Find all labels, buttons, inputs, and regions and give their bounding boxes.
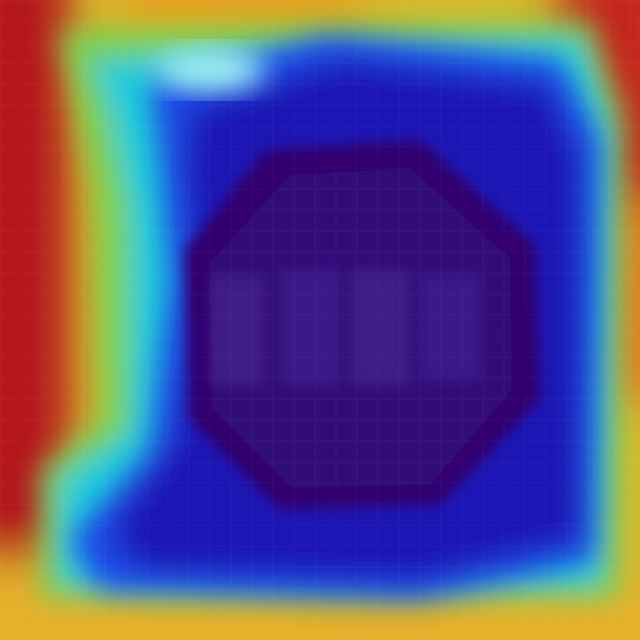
pixel-texture [0, 0, 640, 640]
heatmap-frame [0, 0, 640, 640]
attention-heatmap [0, 0, 640, 640]
